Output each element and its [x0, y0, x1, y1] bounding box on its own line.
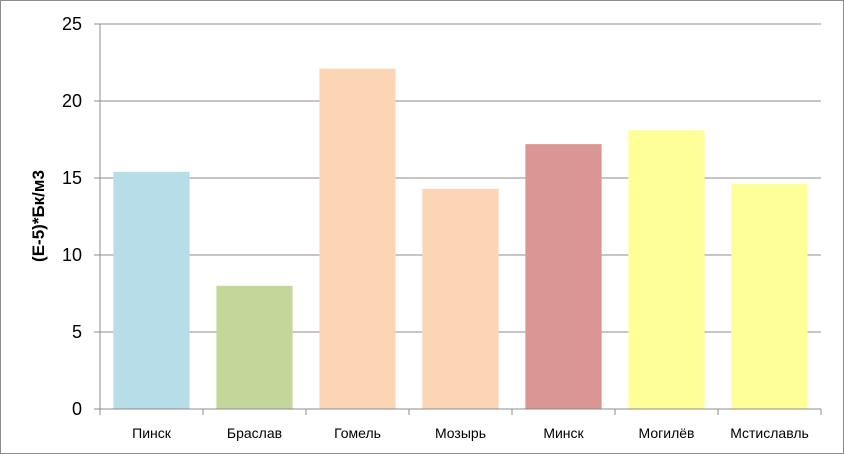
bar-5: [525, 144, 602, 409]
bar-3: [319, 68, 396, 409]
x-tick-label: Гомель: [334, 425, 381, 441]
y-tick-label: 20: [62, 91, 82, 111]
bar-7: [731, 184, 808, 409]
y-axis-label: (E-5)*Бк/м3: [29, 170, 48, 262]
x-tick-label: Мозырь: [435, 425, 486, 441]
x-tick-label: Минск: [543, 425, 584, 441]
x-tick-label: Браслав: [227, 425, 282, 441]
y-tick-label: 10: [62, 245, 82, 265]
x-tick-label: Мстиславль: [730, 425, 809, 441]
y-tick-label: 5: [72, 322, 82, 342]
x-tick-labels: Пинск Браслав Гомель Мозырь Минск Могилёв Мсти…: [132, 425, 809, 441]
bar-6: [628, 130, 705, 409]
axes: [94, 23, 822, 415]
bars: [113, 68, 808, 409]
y-tick-label: 15: [62, 168, 82, 188]
bar-1: [113, 171, 190, 409]
bar-4: [422, 188, 499, 409]
x-tick-label: Пинск: [132, 425, 172, 441]
y-tick-label: 25: [62, 14, 82, 34]
x-tick-label: Могилёв: [639, 425, 695, 441]
y-tick-labels: 0 5 10 15 20 25: [62, 14, 82, 419]
y-tick-label: 0: [72, 399, 82, 419]
bar-2: [216, 285, 293, 409]
